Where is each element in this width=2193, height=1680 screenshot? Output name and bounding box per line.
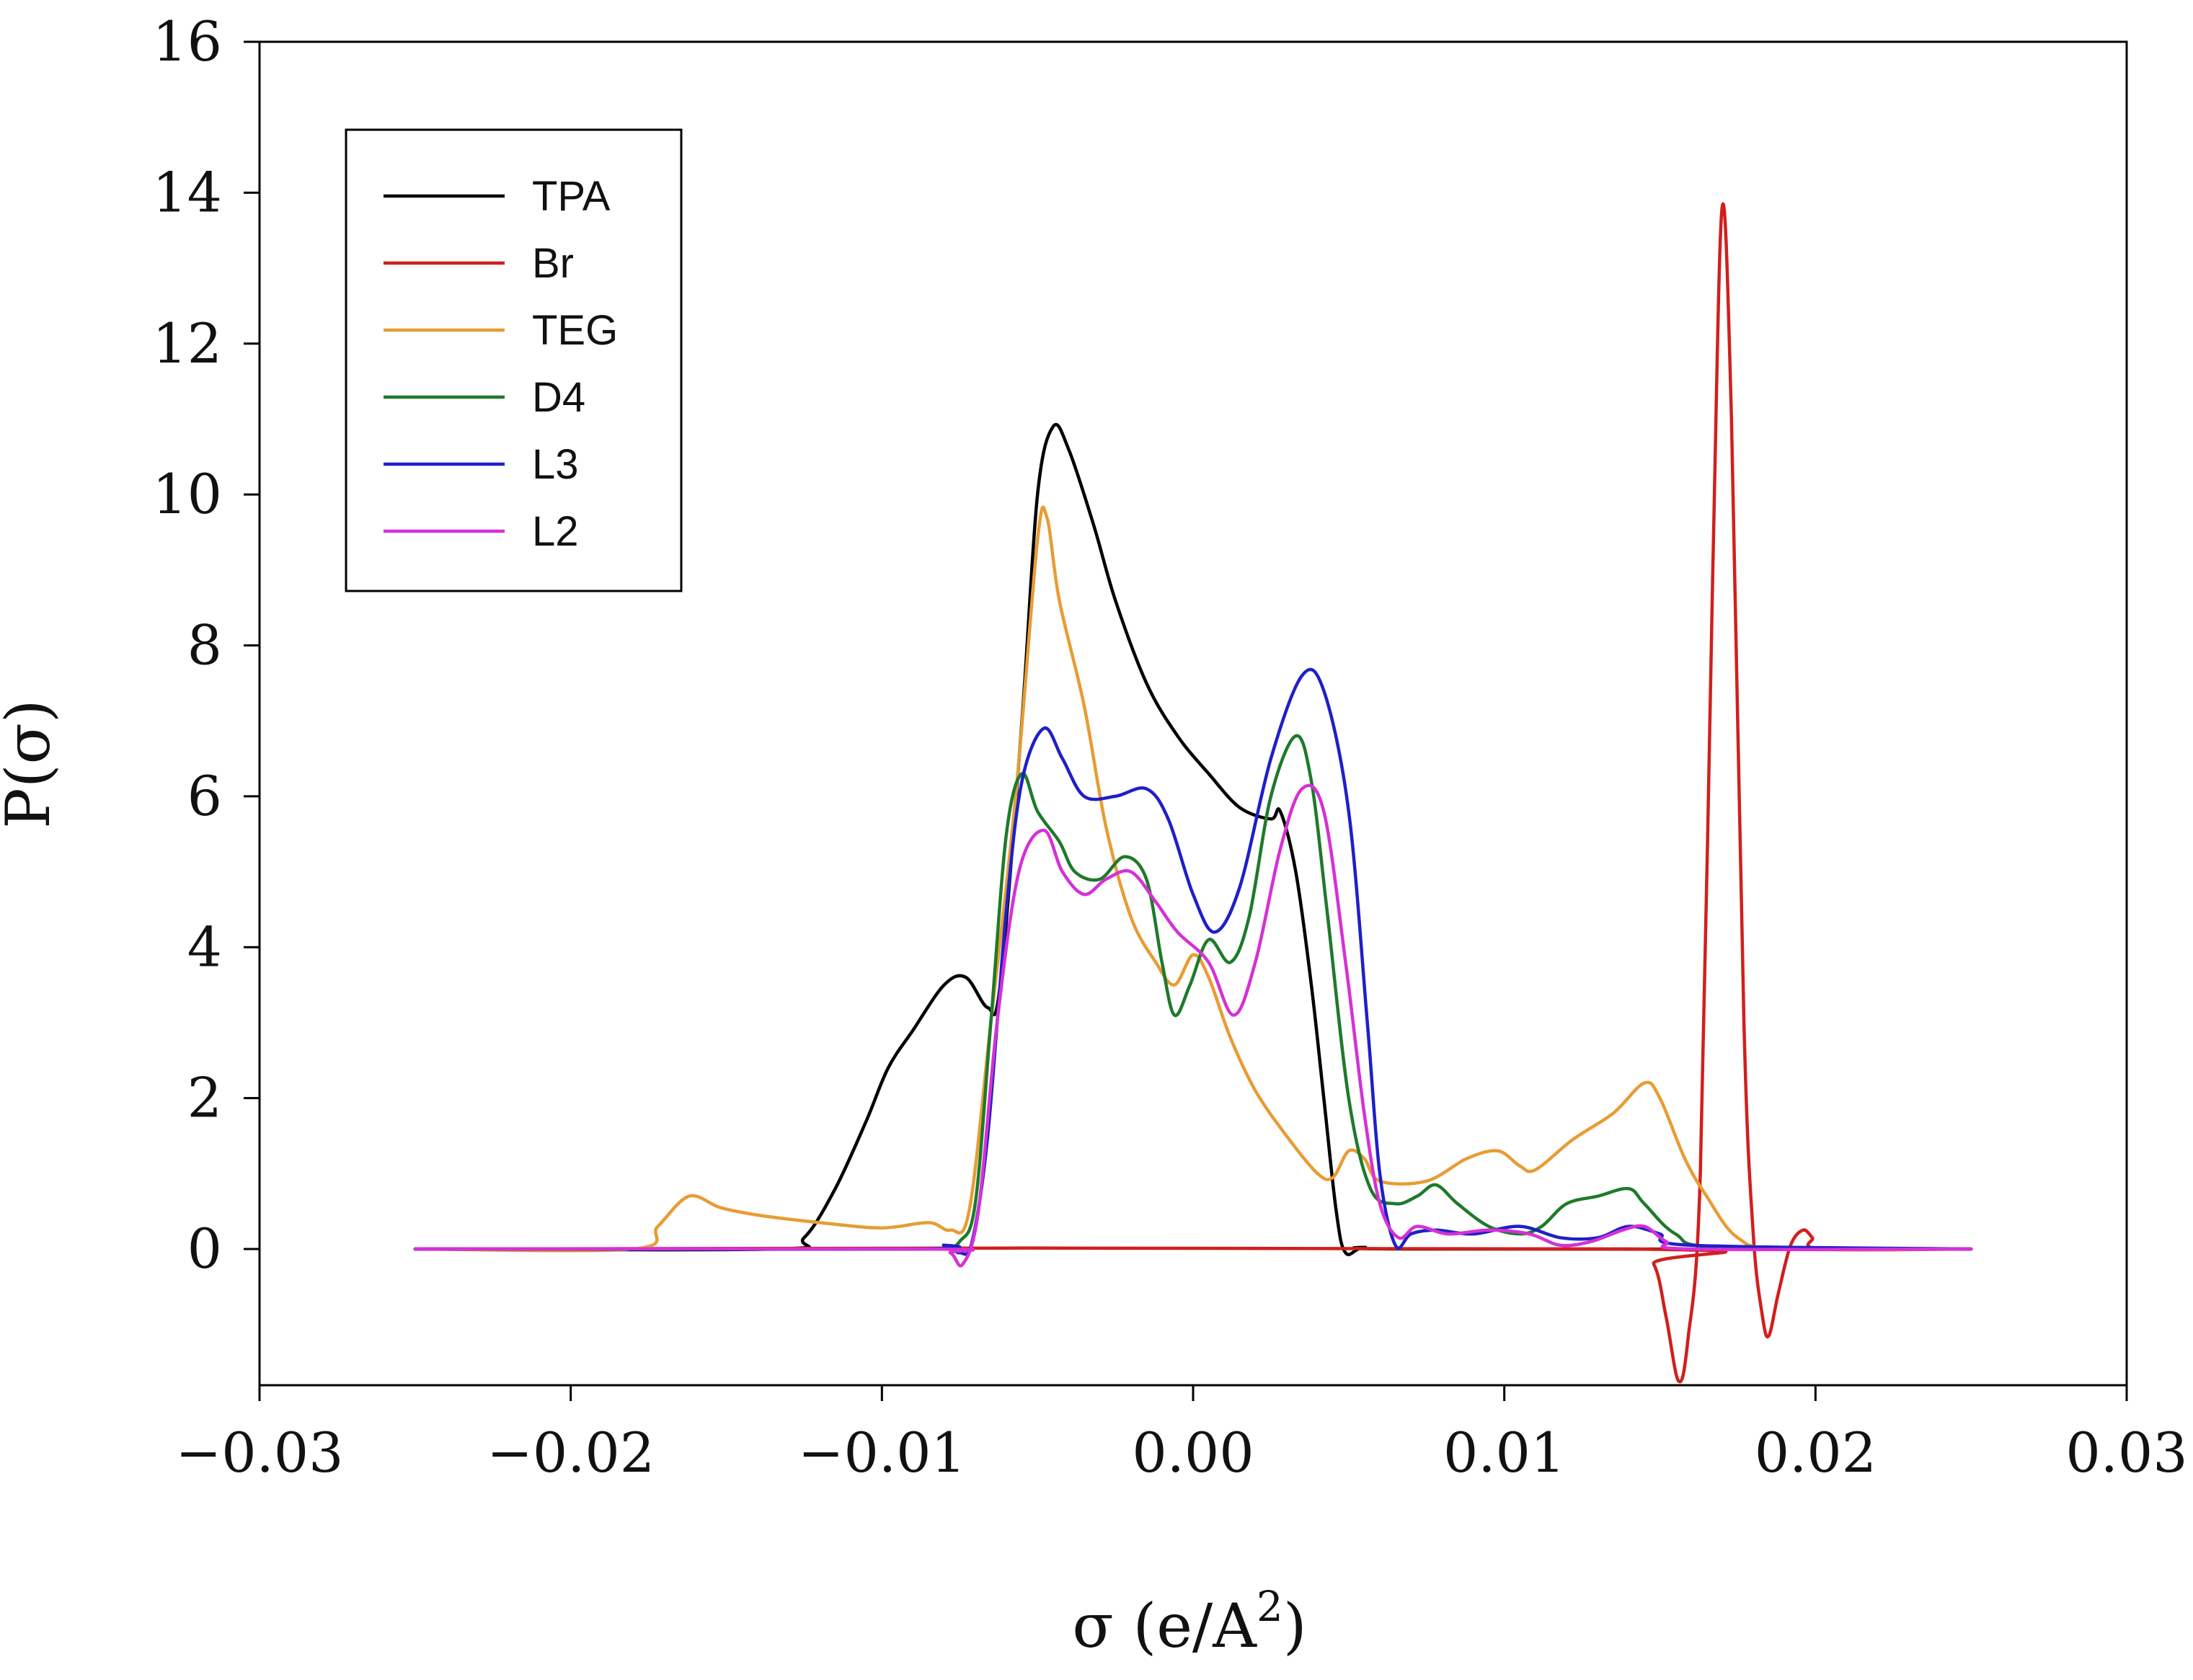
series-layer — [413, 202, 1973, 1384]
y-tick-label: 12 — [152, 311, 222, 375]
series-line-teg — [413, 505, 1973, 1253]
x-axis-title: σ (e/A2) — [1072, 1582, 1306, 1661]
x-tick-label: 0.02 — [1755, 1421, 1877, 1485]
y-tick-label: 10 — [152, 462, 222, 526]
legend-label-tpa: TPA — [532, 173, 611, 220]
x-tick-label: 0.00 — [1132, 1421, 1254, 1485]
y-axis: 0 2 4 6 8 10 12 14 16 — [152, 9, 260, 1281]
x-tick-label: 0.01 — [1443, 1421, 1565, 1485]
y-axis-title: P(σ) — [0, 699, 63, 828]
series-line-tpa — [413, 422, 1973, 1256]
series-line-l2 — [413, 783, 1973, 1268]
x-tick-label: −0.01 — [798, 1421, 966, 1485]
legend: TPA Br TEG D4 L3 L2 — [345, 128, 683, 592]
x-tick-label: −0.02 — [487, 1421, 655, 1485]
y-tick-label: 4 — [187, 915, 222, 979]
legend-label-d4: D4 — [532, 374, 585, 421]
series-line-d4 — [413, 734, 1973, 1251]
series-line-br — [413, 202, 1973, 1384]
y-tick-label: 8 — [187, 613, 222, 677]
y-tick-label: 2 — [187, 1066, 222, 1130]
legend-label-teg: TEG — [532, 307, 618, 354]
x-tick-label: 0.03 — [2065, 1421, 2187, 1485]
legend-label-l3: L3 — [532, 441, 579, 488]
y-tick-label: 6 — [187, 764, 222, 828]
y-tick-label: 16 — [152, 9, 222, 74]
x-axis: −0.03 −0.02 −0.01 0.00 0.01 0.02 0.03 — [176, 1385, 2188, 1485]
legend-label-l2: L2 — [532, 508, 579, 555]
legend-box — [345, 128, 683, 592]
x-tick-label: −0.03 — [176, 1421, 344, 1485]
legend-label-br: Br — [532, 240, 574, 287]
y-tick-label: 14 — [152, 160, 222, 224]
y-tick-label: 0 — [187, 1217, 222, 1281]
